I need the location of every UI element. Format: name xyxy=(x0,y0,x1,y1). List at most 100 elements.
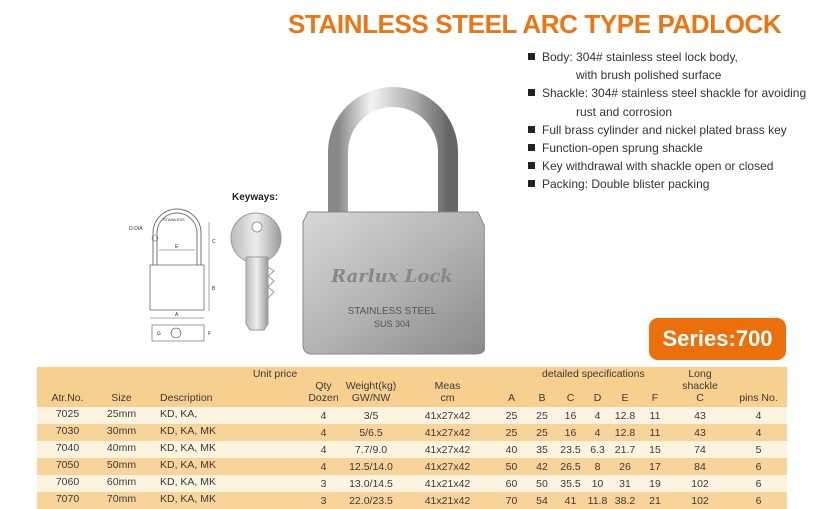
header-description: Description xyxy=(160,392,213,404)
cell-size: 30mm xyxy=(106,425,137,437)
feature-item-continued: with brush polished surface xyxy=(576,68,722,83)
cell-unit-price xyxy=(245,424,305,441)
label-g: G xyxy=(157,331,161,337)
table-row: 7030 30mm KD, KA, MK 4 5/6.5 41x27x42 25 25 16 4 1… xyxy=(37,424,787,441)
header-long-shackle-c: C xyxy=(696,392,704,404)
label-a: A xyxy=(175,312,179,318)
table-row: 7060 60mm KD, KA, MK 3 13.0/14.5 41x21x42 60 50… xyxy=(37,475,787,492)
lock-engraving-line1: STAINLESS STEEL xyxy=(348,306,437,317)
header-weight: Weight(kg) GW/NW xyxy=(342,367,400,407)
header-detailed-specs: detailed specifications xyxy=(542,368,645,380)
cell-e: 12.8 xyxy=(614,410,636,422)
header-size: Size xyxy=(111,392,132,404)
cell-description: KD, KA, MK xyxy=(160,425,217,437)
cell-unit-price xyxy=(245,458,305,475)
cell-size: 60mm xyxy=(106,476,137,488)
dimension-diagram: D-DIA STAINLESS E C B A G F xyxy=(129,208,216,342)
cell-a: 60 xyxy=(505,478,518,490)
table-header-row: Atr.No. Size Description Unit price Qty D… xyxy=(37,367,787,407)
feature-item: Shackle: 304# stainless steel shackle fo… xyxy=(528,84,828,102)
cell-weight: 5/6.5 xyxy=(359,427,383,439)
key-image xyxy=(230,212,282,331)
cell-c: 16 xyxy=(564,410,577,422)
cell-pins: 6 xyxy=(755,461,762,473)
header-qty-2: Dozen xyxy=(308,392,339,404)
header-d: D xyxy=(593,392,602,404)
cell-unit-price xyxy=(245,407,305,424)
cell-qty: 4 xyxy=(320,461,327,473)
cell-unit-price xyxy=(245,475,305,492)
cell-b: 54 xyxy=(536,495,548,507)
table-row: 7070 70mm KD, KA, MK 3 22.0/23.5 41x21x42 70 54… xyxy=(37,492,787,509)
cell-qty: 3 xyxy=(320,478,327,490)
cell-pins: 5 xyxy=(755,444,762,456)
cell-atr-no: 7040 xyxy=(55,442,80,454)
cell-c: 16 xyxy=(564,427,577,439)
label-b: B xyxy=(212,286,216,292)
cell-d: 11.8 xyxy=(587,495,608,507)
cell-meas: 41x27x42 xyxy=(424,461,471,473)
header-e: E xyxy=(621,392,629,404)
cell-b: 25 xyxy=(536,410,548,422)
cell-qty: 4 xyxy=(320,444,327,456)
cell-long-shackle-c: 84 xyxy=(694,461,706,473)
cell-long-shackle-c: 43 xyxy=(694,427,706,439)
header-meas-2: cm xyxy=(440,392,455,404)
cell-meas: 41x27x42 xyxy=(424,427,471,439)
cell-a: 25 xyxy=(505,410,518,422)
cell-f: 19 xyxy=(649,478,661,490)
series-badge: Series:700 xyxy=(649,318,786,360)
cell-b: 25 xyxy=(536,427,548,439)
cell-size: 70mm xyxy=(106,493,137,505)
cell-c: 35.5 xyxy=(560,478,581,490)
header-long-shackle: Long shackle C xyxy=(670,367,730,407)
cell-meas: 41x27x42 xyxy=(424,410,471,422)
cell-long-shackle-c: 43 xyxy=(694,410,706,422)
header-qty: Qty Dozen xyxy=(305,367,342,407)
header-qty-1: Qty xyxy=(315,380,332,392)
cell-weight: 13.0/14.5 xyxy=(349,478,393,490)
cell-e: 12.8 xyxy=(614,427,636,439)
header-weight-2: GW/NW xyxy=(351,392,391,404)
lock-engraving-line2: SUS 304 xyxy=(374,319,410,329)
table-row: 7040 40mm KD, KA, MK 4 7.7/9.0 41x27x42 40 35 23… xyxy=(37,441,787,458)
cell-pins: 6 xyxy=(755,478,762,490)
cell-f: 17 xyxy=(649,461,661,473)
cell-description: KD, KA, MK xyxy=(160,442,217,454)
header-c: detailed specifications C xyxy=(542,367,645,407)
cell-weight: 22.0/23.5 xyxy=(349,495,393,507)
cell-b: 35 xyxy=(536,444,548,456)
cell-d: 8 xyxy=(594,461,601,473)
cell-e: 31 xyxy=(619,478,631,490)
cell-size: 40mm xyxy=(106,442,137,454)
label-c: C xyxy=(212,239,216,245)
cell-f: 11 xyxy=(649,410,661,422)
header-atr: Atr.No. xyxy=(51,392,84,404)
cell-a: 25 xyxy=(505,427,518,439)
cell-pins: 4 xyxy=(755,410,762,422)
feature-item: Key withdrawal with shackle open or clos… xyxy=(528,157,828,175)
header-c-label: C xyxy=(566,392,575,404)
cell-unit-price xyxy=(245,441,305,458)
label-stainless: STAINLESS xyxy=(163,217,185,222)
cell-d: 6.3 xyxy=(590,444,605,456)
cell-pins: 4 xyxy=(755,427,762,439)
cell-c: 23.5 xyxy=(560,444,581,456)
page-title: STAINLESS STEEL ARC TYPE PADLOCK xyxy=(288,9,782,39)
cell-meas: 41x27x42 xyxy=(424,444,471,456)
cell-description: KD, KA, xyxy=(160,408,198,420)
cell-long-shackle-c: 102 xyxy=(691,495,709,507)
cell-b: 42 xyxy=(536,461,548,473)
header-meas-1: Meas xyxy=(434,380,461,392)
cell-a: 50 xyxy=(505,461,518,473)
cell-atr-no: 7060 xyxy=(55,476,80,488)
feature-item-continued: rust and corrosion xyxy=(576,104,673,119)
cell-atr-no: 7050 xyxy=(55,459,80,471)
cell-qty: 4 xyxy=(320,410,327,422)
label-f: F xyxy=(208,331,211,337)
cell-e: 38.2 xyxy=(614,495,636,507)
cell-f: 21 xyxy=(649,495,661,507)
header-a: A xyxy=(507,392,515,404)
cell-d: 4 xyxy=(594,410,601,422)
header-b: B xyxy=(538,392,546,404)
